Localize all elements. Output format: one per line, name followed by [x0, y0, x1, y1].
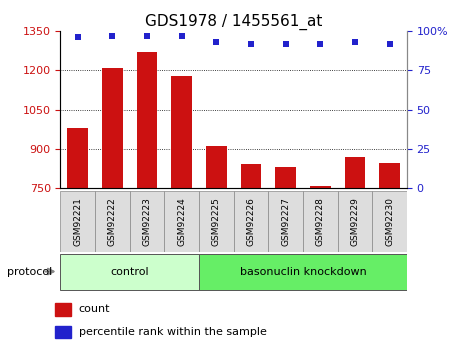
Text: GSM92222: GSM92222	[108, 197, 117, 246]
Text: GSM92230: GSM92230	[385, 197, 394, 246]
Bar	[130, 191, 165, 252]
Bar	[372, 191, 407, 252]
Point	[213, 39, 220, 45]
Text: count: count	[79, 304, 110, 314]
Bar	[206, 146, 227, 188]
Bar	[137, 52, 158, 188]
Bar	[345, 157, 365, 188]
Point	[386, 41, 393, 46]
Point	[351, 39, 359, 45]
Bar	[60, 191, 95, 252]
Bar	[54, 326, 71, 338]
Bar	[165, 191, 199, 252]
Bar	[268, 191, 303, 252]
Text: GSM92221: GSM92221	[73, 197, 82, 246]
Bar	[60, 254, 199, 289]
Text: basonuclin knockdown: basonuclin knockdown	[239, 267, 366, 277]
Text: control: control	[110, 267, 149, 277]
Bar	[233, 191, 268, 252]
Point	[143, 33, 151, 39]
Bar	[240, 165, 261, 188]
Bar	[199, 254, 407, 289]
Bar	[102, 68, 123, 188]
Text: protocol: protocol	[7, 267, 52, 276]
Point	[109, 33, 116, 39]
Text: GSM92223: GSM92223	[143, 197, 152, 246]
Point	[317, 41, 324, 46]
Point	[74, 34, 81, 40]
Text: GSM92224: GSM92224	[177, 197, 186, 246]
Title: GDS1978 / 1455561_at: GDS1978 / 1455561_at	[145, 13, 322, 30]
Bar	[379, 163, 400, 188]
Bar	[95, 191, 130, 252]
Point	[282, 41, 289, 46]
Text: GSM92225: GSM92225	[212, 197, 221, 246]
Text: GSM92226: GSM92226	[246, 197, 255, 246]
Bar	[199, 191, 234, 252]
Bar	[67, 128, 88, 188]
Bar	[275, 167, 296, 188]
Text: GSM92228: GSM92228	[316, 197, 325, 246]
Bar	[54, 304, 71, 316]
Point	[247, 41, 255, 46]
Text: GSM92227: GSM92227	[281, 197, 290, 246]
Bar	[338, 191, 372, 252]
Bar	[303, 191, 338, 252]
Text: percentile rank within the sample: percentile rank within the sample	[79, 327, 267, 337]
Bar	[171, 76, 192, 188]
Text: GSM92229: GSM92229	[351, 197, 359, 246]
Point	[178, 33, 186, 39]
Bar	[310, 186, 331, 188]
